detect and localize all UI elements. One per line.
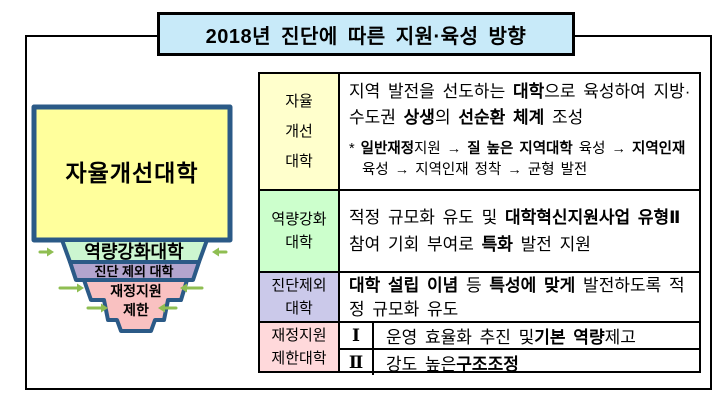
inward-arrow-icon — [212, 247, 228, 257]
restricted-subrows: Ⅰ 운영 효율화 추진 및 기본 역량 제고 Ⅱ 강도 높은 구조조정 — [340, 323, 699, 375]
subrow-text: 강도 높은 구조조정 — [386, 355, 519, 374]
funnel-tier-3-label: 진단 제외 대학 — [95, 264, 174, 279]
label-line: 역량강화 — [271, 210, 327, 228]
label-line: 재정지원 — [271, 326, 327, 344]
funnel-tier-4-label-line2: 제한 — [123, 302, 149, 318]
label-line: 진단제외 — [271, 276, 327, 294]
subrow-type1: Ⅰ 운영 효율화 추진 및 기본 역량 제고 — [340, 323, 699, 350]
row-content-self-improvement: 지역 발전을 선도하는 대학으로 육성하여 지방·수도권 상생의 선순환 체계 … — [340, 74, 699, 189]
inward-arrow-icon — [158, 303, 178, 313]
table-row-excluded: 진단제외 대학 대학 설립 이념 등 특성에 맞게 발전하도록 적정 규모화 유… — [260, 273, 699, 323]
type2-marker: Ⅱ — [340, 350, 374, 375]
row-note-text: * 일반재정지원 → 질 높은 지역대학 육성 → 지역인재 육성 → 지역인재… — [349, 140, 686, 178]
row-label-restricted: 재정지원 제한대학 — [260, 323, 340, 371]
support-table: 자율 개선 대학 지역 발전을 선도하는 대학으로 육성하여 지방·수도권 상생… — [258, 72, 701, 375]
inward-arrow-icon — [58, 283, 84, 293]
label-line: 제한대학 — [271, 350, 327, 367]
row-content-capacity: 적정 규모화 유도 및 대학혁신지원사업 유형Ⅱ 참여 기회 부여로 특화 발전… — [340, 191, 699, 271]
row-main-text: 대학 설립 이념 등 특성에 맞게 발전하도록 적정 규모화 유도 — [349, 276, 685, 319]
row-label-capacity: 역량강화 대학 — [260, 191, 340, 271]
subrow-type2: Ⅱ 강도 높은 구조조정 — [340, 350, 699, 375]
row-label-self-improvement: 자율 개선 대학 — [260, 74, 340, 189]
subrow-text: 운영 효율화 추진 및 기본 역량 제고 — [386, 328, 636, 347]
funnel-diagram: 자율개선대학 역량강화대학 진단 제외 대학 재정지원 제한 — [31, 104, 233, 333]
table-row-self-improvement: 자율 개선 대학 지역 발전을 선도하는 대학으로 육성하여 지방·수도권 상생… — [260, 74, 699, 191]
label-line: 대학 — [285, 152, 313, 170]
label-line: 개선 — [285, 122, 313, 140]
title-banner: 2018년 진단에 따른 지원·육성 방향 — [157, 12, 575, 56]
label-line: 대학 — [285, 234, 313, 251]
funnel-tier-1-shape — [31, 104, 233, 243]
funnel-tier-4-shape — [82, 278, 189, 333]
type1-marker: Ⅰ — [340, 323, 374, 348]
inward-arrow-icon — [86, 303, 108, 313]
table-row-capacity: 역량강화 대학 적정 규모화 유도 및 대학혁신지원사업 유형Ⅱ 참여 기회 부… — [260, 191, 699, 273]
row-main-text: 적정 규모화 유도 및 대학혁신지원사업 유형Ⅱ 참여 기회 부여로 특화 발전… — [349, 208, 681, 254]
inward-arrow-icon — [38, 247, 54, 257]
row-content-excluded: 대학 설립 이념 등 특성에 맞게 발전하도록 적정 규모화 유도 — [340, 273, 699, 321]
row-label-excluded: 진단제외 대학 — [260, 273, 340, 321]
funnel-tier-1-label: 자율개선대학 — [66, 160, 199, 186]
page-title: 2018년 진단에 따른 지원·육성 방향 — [205, 25, 527, 48]
row-main-text: 지역 발전을 선도하는 대학으로 육성하여 지방·수도권 상생의 선순환 체계 … — [349, 82, 691, 128]
inward-arrow-icon — [180, 283, 204, 293]
funnel-tier-2-label: 역량강화대학 — [84, 241, 184, 262]
funnel-tier-3-shape — [68, 260, 201, 282]
label-line: 자율 — [285, 92, 313, 110]
table-row-restricted: 재정지원 제한대학 Ⅰ 운영 효율화 추진 및 기본 역량 제고 Ⅱ 강도 높은… — [260, 323, 699, 375]
funnel-tier-4-label-line1: 재정지원 — [110, 283, 162, 299]
label-line: 대학 — [285, 300, 313, 317]
